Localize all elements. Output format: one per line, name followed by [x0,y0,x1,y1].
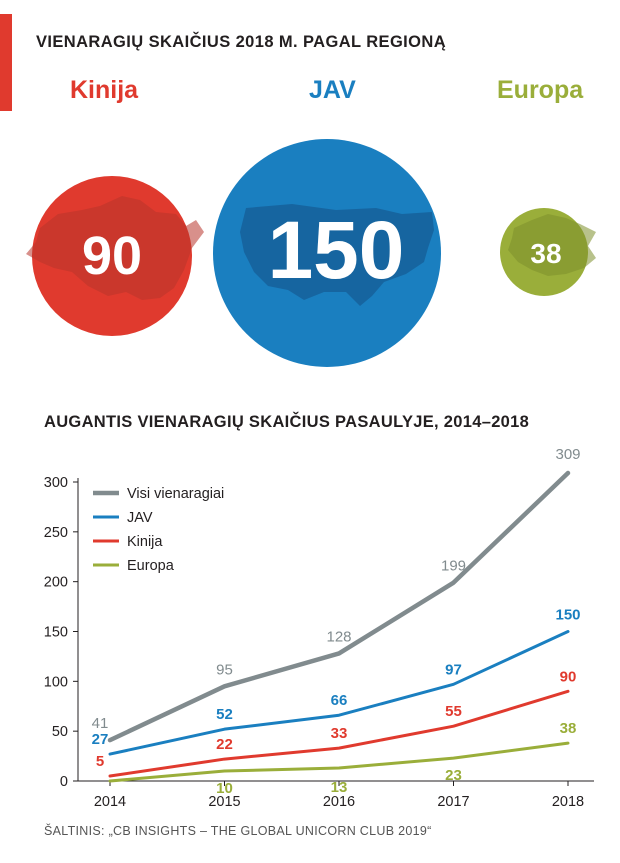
usa-value: 150 [268,205,405,296]
data-label: 33 [331,725,348,742]
bubble-chart: 90 150 38 [26,139,596,367]
chart-series [107,470,571,783]
data-label: 55 [445,703,462,720]
europe-value: 38 [530,238,561,269]
data-label: 38 [560,720,577,737]
usa-map-icon [240,204,434,306]
europe-map-icon [508,214,596,276]
legend-label-2: JAV [127,510,153,526]
data-label: 22 [216,736,233,753]
chart-axes: 0 50 100 150 200 250 300 2014 2015 2016 2017 2018 [44,475,594,810]
data-label: 97 [445,661,462,678]
data-label: 5 [96,753,104,770]
data-label: 10 [216,780,233,797]
y-tick-label: 150 [44,625,68,641]
data-label: 52 [216,706,233,723]
y-tick-label: 200 [44,575,68,591]
x-tick-label: 2017 [437,794,469,810]
data-label: 95 [216,661,233,678]
data-label: 23 [445,767,462,784]
data-label: 41 [92,715,109,732]
china-value: 90 [82,226,142,286]
china-label: Kinija [70,76,139,104]
y-tick-label: 0 [60,774,68,790]
chart-data-labels: 41 95 128 199 309 27 52 66 97 150 5 22 33 55 90 10 13 23 3… [92,446,581,797]
data-label: 27 [92,731,109,748]
data-label: 13 [331,779,348,796]
series-line-2 [108,630,570,756]
line-chart-title: AUGANTIS VIENARAGIŲ SKAIČIUS PASAULYJE, … [44,413,530,431]
x-tick-label: 2018 [552,794,584,810]
europe-label: Europa [497,76,584,104]
legend-label-1: Visi vienaragiai [127,486,224,502]
y-tick-label: 300 [44,475,68,491]
series-line-3 [108,689,570,778]
accent-bar [0,14,12,111]
series-line-1 [107,470,571,743]
data-label: 150 [555,607,580,624]
data-label: 199 [441,558,466,575]
y-tick-label: 250 [44,525,68,541]
chart-legend: Visi vienaragiai JAV Kinija Europa [93,486,224,574]
data-label: 128 [326,628,351,645]
legend-label-3: Kinija [127,534,163,550]
source-note: ŠALTINIS: „CB INSIGHTS – THE GLOBAL UNIC… [44,824,432,838]
legend-label-4: Europa [127,558,175,574]
china-map-icon [26,196,204,300]
bubble-chart-title: VIENARAGIŲ SKAIČIUS 2018 M. PAGAL REGION… [36,33,447,51]
y-tick-label: 50 [52,724,68,740]
data-label: 309 [555,446,580,463]
usa-label: JAV [309,76,356,104]
x-tick-label: 2015 [208,794,240,810]
x-tick-label: 2016 [323,794,355,810]
y-tick-label: 100 [44,674,68,690]
data-label: 90 [560,668,577,685]
series-line-4 [108,741,570,783]
data-label: 66 [331,692,348,709]
x-tick-label: 2014 [94,794,126,810]
